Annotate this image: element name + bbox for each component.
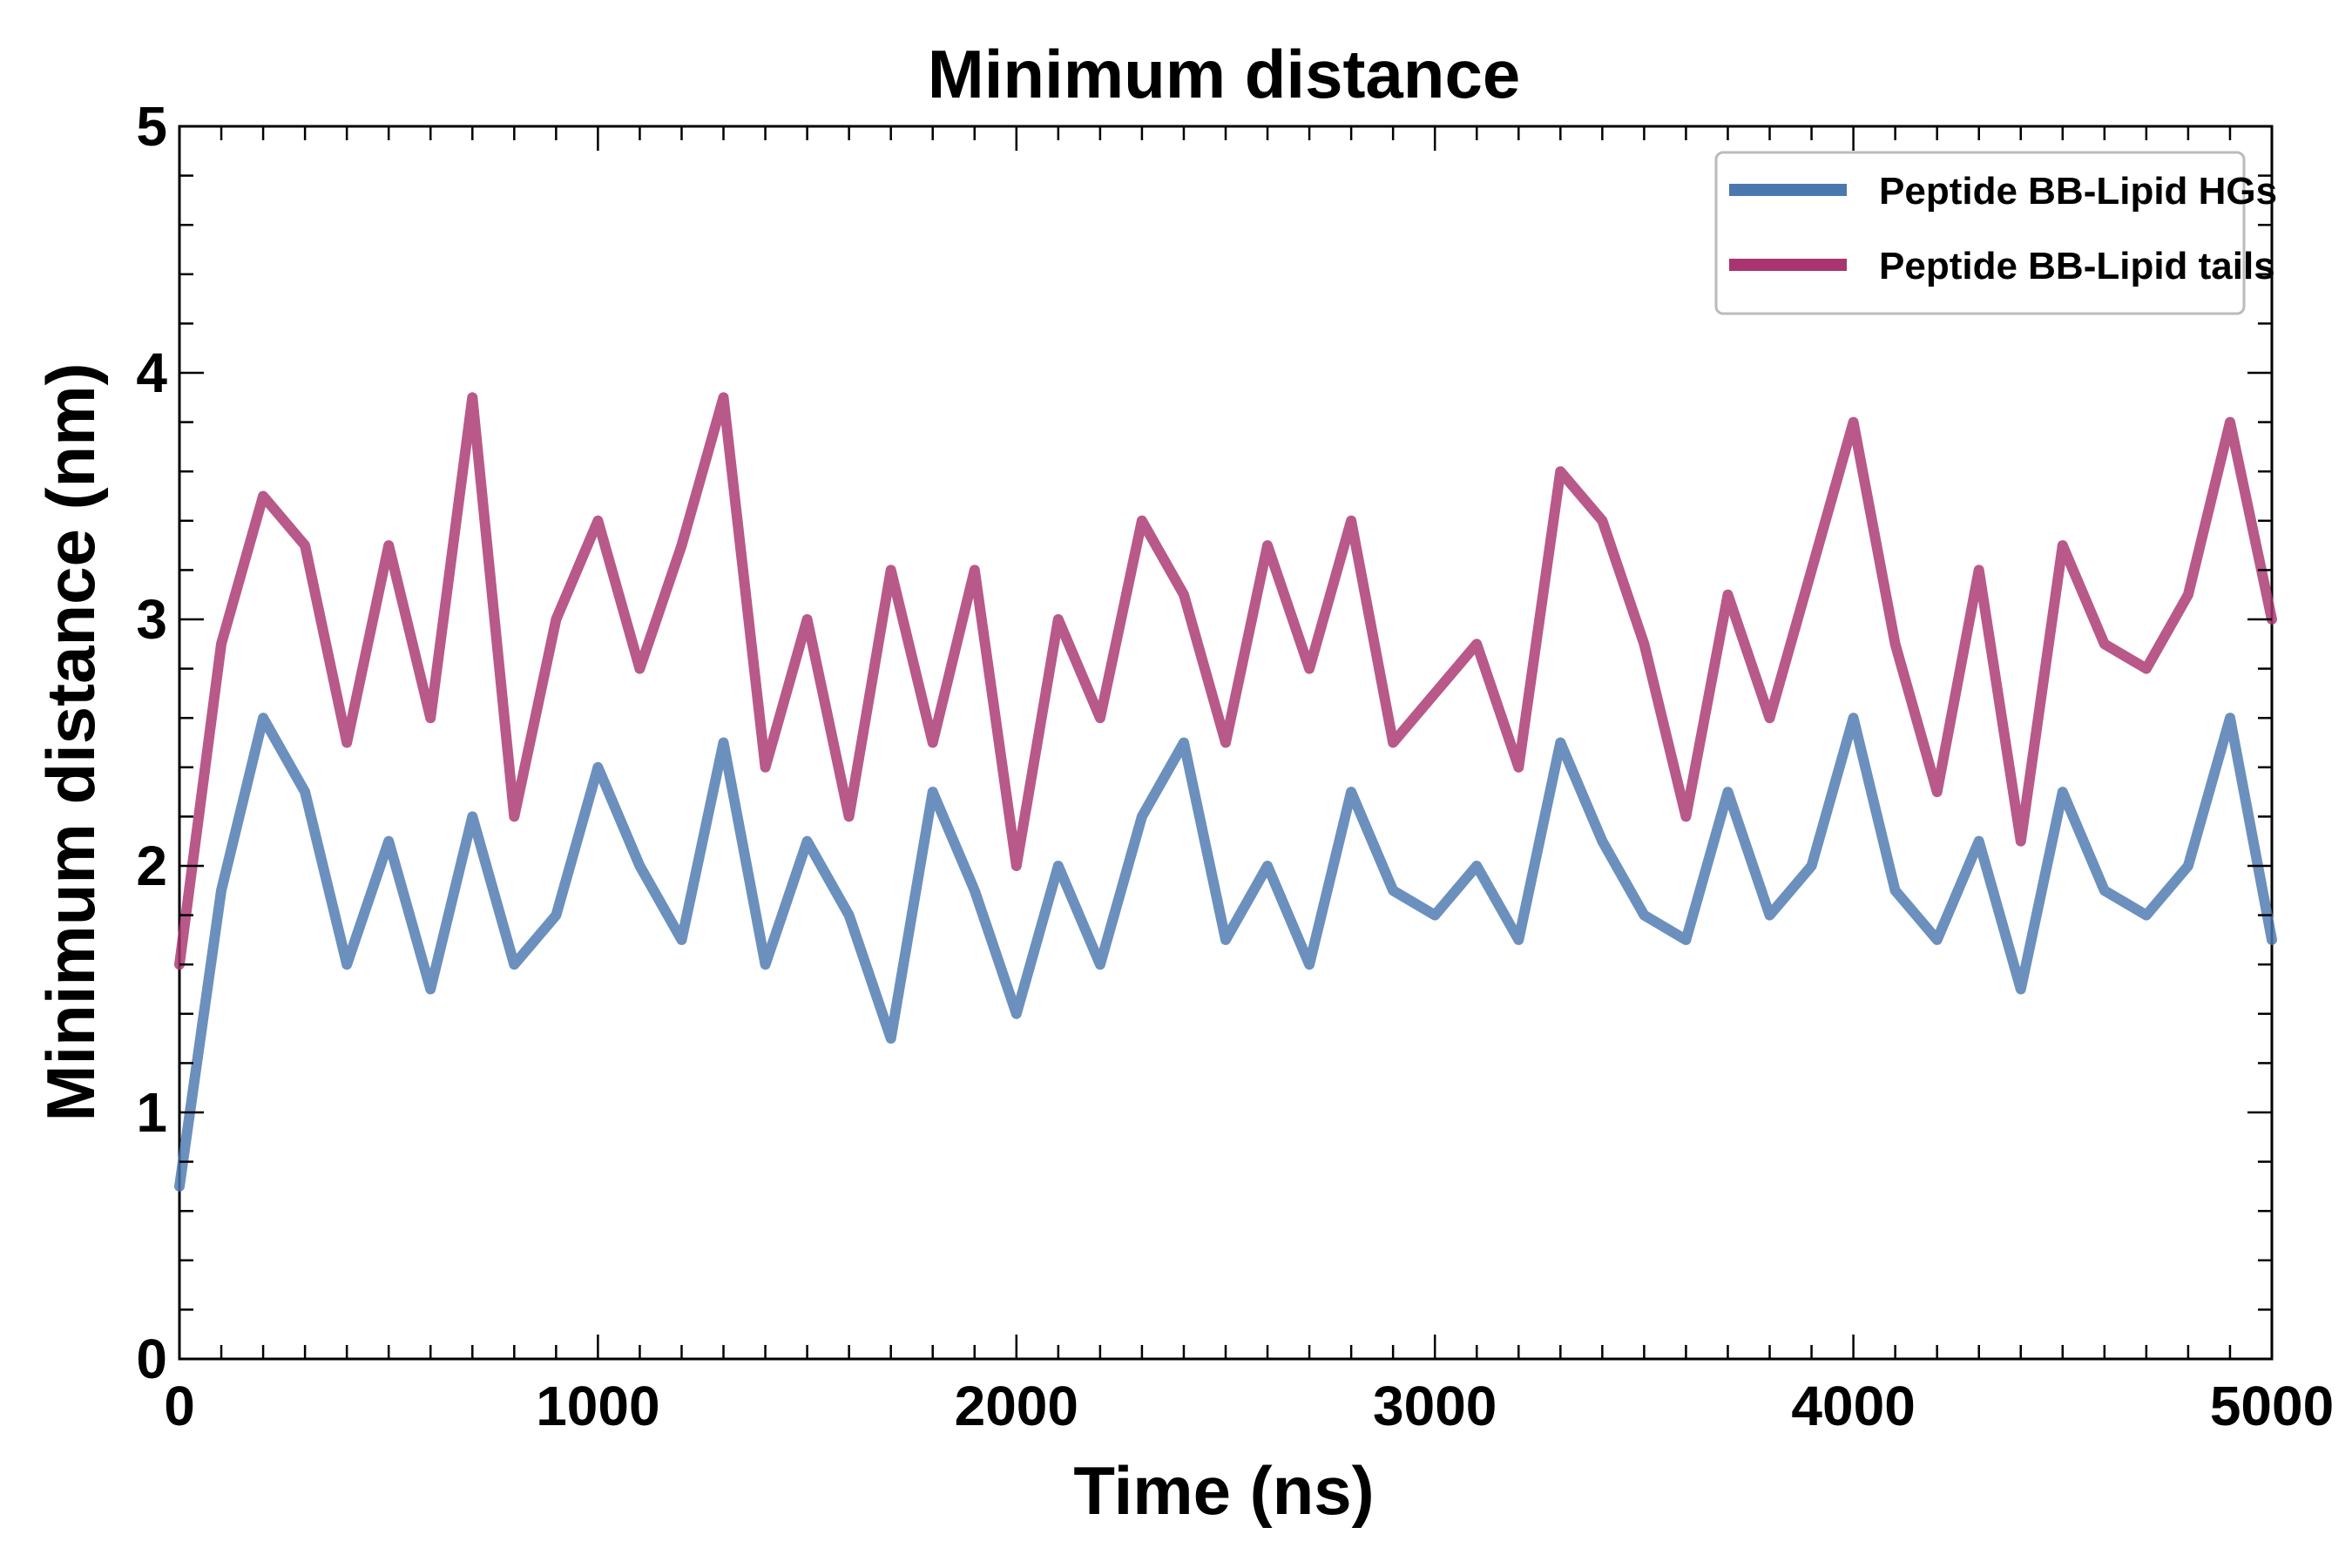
y-tick-label: 2: [136, 835, 167, 897]
series-line-0: [174, 713, 2277, 1192]
x-tick-label: 5000: [2210, 1375, 2334, 1437]
x-tick-label: 4000: [1791, 1375, 1915, 1437]
y-tick-label: 1: [136, 1081, 167, 1144]
x-axis-label: Time (ns): [1073, 1452, 1374, 1529]
y-axis-label: Minimum distance (nm): [32, 362, 109, 1121]
legend-label-hgs: Peptide BB-Lipid HGs: [1879, 170, 2277, 213]
legend: Peptide BB-Lipid HGs Peptide BB-Lipid ta…: [1714, 151, 2277, 315]
x-tick-label: 1000: [536, 1375, 659, 1437]
x-tick-label: 3000: [1373, 1375, 1497, 1437]
series-layer: [174, 392, 2277, 1192]
x-tick-label: 0: [164, 1375, 195, 1437]
y-ticks: 0 1 2 3 4 5: [136, 95, 2272, 1390]
y-tick-label: 3: [136, 588, 167, 651]
y-tick-label: 5: [136, 95, 167, 158]
legend-box: [1714, 151, 2246, 315]
y-tick-label: 0: [136, 1328, 167, 1390]
series-line-1: [174, 392, 2277, 970]
legend-label-tails: Peptide BB-Lipid tails: [1879, 245, 2275, 287]
x-ticks: 0 1000 2000 3000 4000 5000: [164, 126, 2334, 1437]
x-tick-label: 2000: [955, 1375, 1078, 1437]
y-tick-label: 4: [136, 341, 167, 404]
chart-title: Minimum distance: [928, 36, 1520, 112]
